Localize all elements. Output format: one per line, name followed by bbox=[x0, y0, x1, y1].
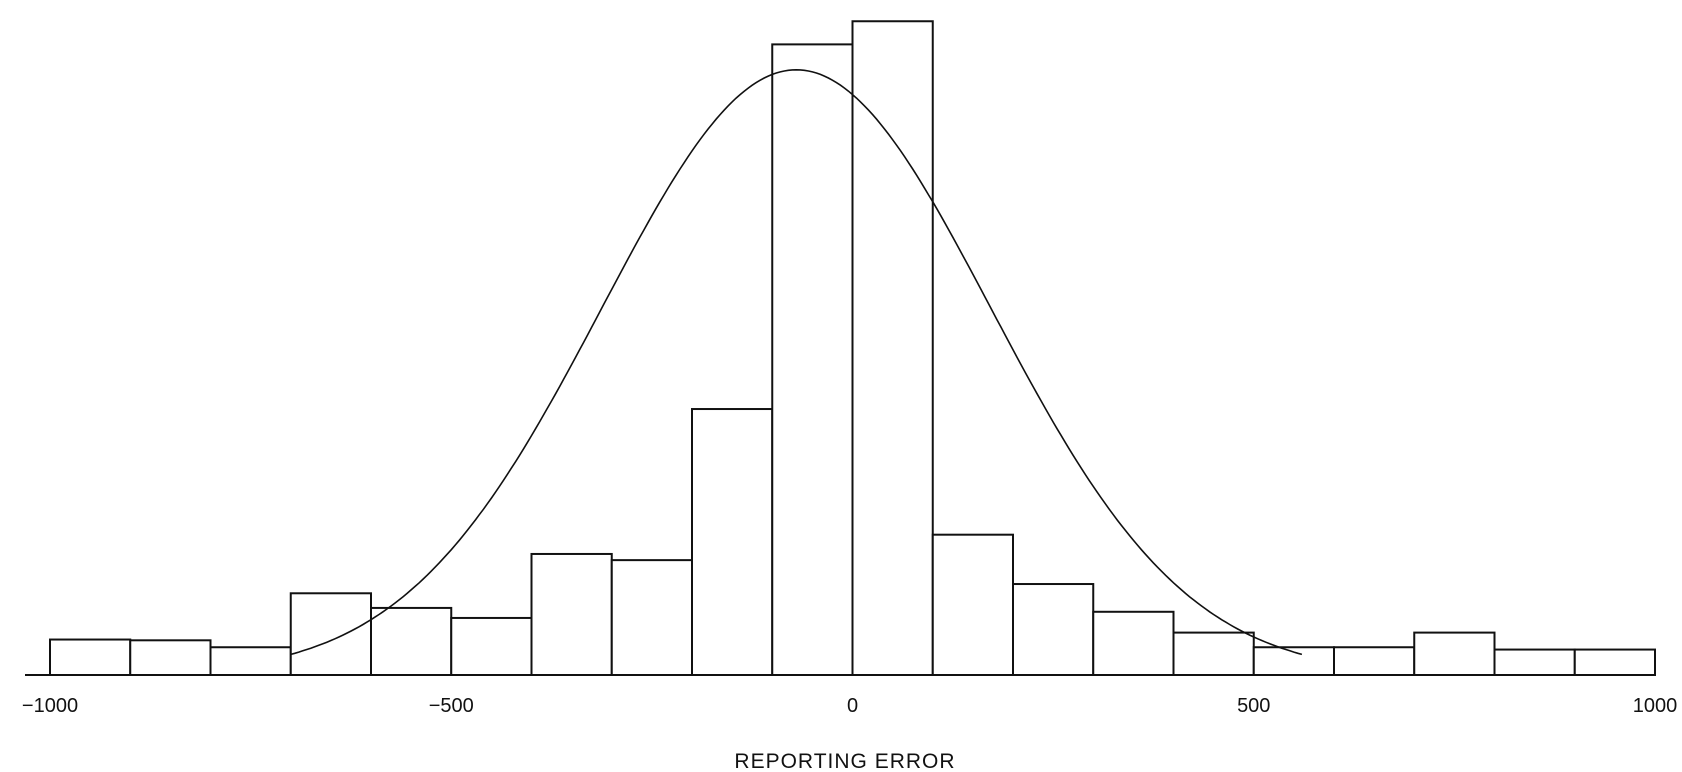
histogram-bar bbox=[450, 616, 533, 677]
histogram-bar bbox=[129, 639, 212, 677]
histogram-bar bbox=[209, 646, 292, 677]
histogram-bar bbox=[1012, 583, 1095, 676]
histogram-bar bbox=[851, 20, 934, 677]
histogram-bar bbox=[931, 533, 1014, 676]
x-tick-label: 500 bbox=[1237, 695, 1270, 717]
histogram-bar bbox=[1493, 648, 1576, 677]
histogram-bars bbox=[49, 20, 1656, 677]
histogram-bar bbox=[1413, 631, 1496, 676]
x-axis-title: REPORTING ERROR bbox=[734, 750, 955, 772]
histogram-bar bbox=[370, 606, 453, 677]
histogram-bar bbox=[1333, 646, 1416, 677]
x-tick-label: 0 bbox=[847, 695, 858, 717]
histogram-bar bbox=[530, 552, 613, 676]
histogram-bar bbox=[1172, 631, 1255, 676]
histogram-bar bbox=[691, 408, 774, 676]
histogram-bar bbox=[289, 592, 372, 676]
x-tick-label: −500 bbox=[429, 695, 474, 717]
histogram-bar bbox=[610, 559, 693, 677]
histogram-bar bbox=[1573, 648, 1656, 677]
x-tick-labels: −1000 −500 0 500 1000 bbox=[22, 695, 1677, 717]
histogram-bar bbox=[1092, 610, 1175, 676]
x-tick-label: −1000 bbox=[22, 695, 78, 717]
histogram-bar bbox=[771, 43, 854, 676]
histogram-bar bbox=[49, 638, 132, 677]
x-tick-label: 1000 bbox=[1633, 695, 1678, 717]
normal-fit-curve bbox=[290, 68, 1303, 656]
